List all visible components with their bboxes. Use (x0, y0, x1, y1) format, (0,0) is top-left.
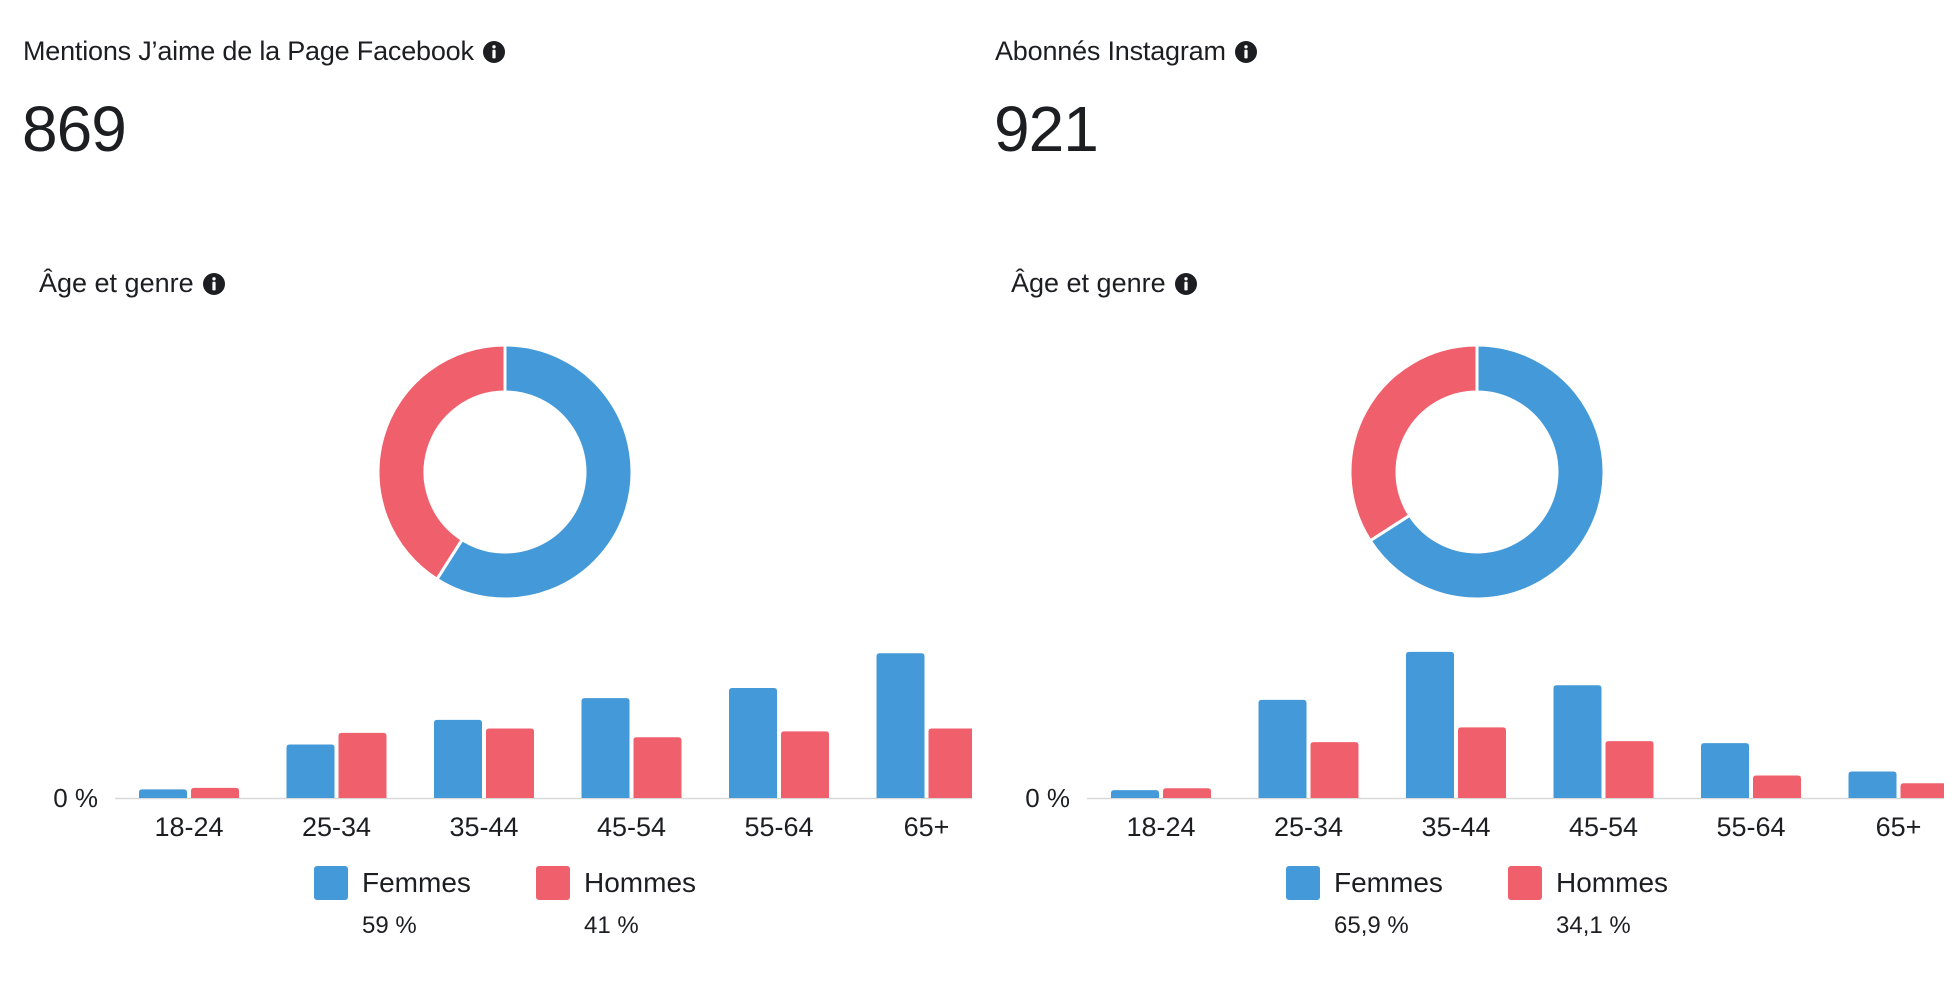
legend-pct-men: 34,1 % (1556, 912, 1631, 939)
y-tick-label: 0 % (53, 783, 98, 813)
bar-hommes-65+[interactable] (1900, 783, 1945, 798)
x-tick-label: 65+ (904, 812, 950, 842)
x-tick-label: 45-54 (597, 812, 666, 842)
bar-hommes-45-54[interactable] (1605, 741, 1654, 798)
bar-femmes-65+[interactable] (876, 653, 925, 798)
instagram-followers-value: 921 (994, 93, 1099, 165)
bar-femmes-55-64[interactable] (1701, 743, 1749, 798)
gender-donut-chart (1349, 344, 1605, 600)
chart-legend: Femmes 59 % Hommes 41 % (0, 866, 972, 966)
donut-slice-femmes[interactable] (1368, 344, 1605, 600)
legend-item-men[interactable]: Hommes 41 % (536, 866, 696, 940)
legend-label-women: Femmes (362, 867, 471, 898)
info-icon[interactable] (202, 272, 226, 296)
x-tick-label: 35-44 (449, 812, 518, 842)
bar-femmes-25-34[interactable] (286, 744, 335, 798)
info-icon[interactable] (1234, 40, 1258, 64)
x-tick-label: 45-54 (1569, 812, 1638, 842)
instagram-panel: Abonnés Instagram 921 Âge et genre 0 % 18… (972, 0, 1944, 994)
bar-hommes-65+[interactable] (928, 728, 973, 798)
bar-femmes-18-24[interactable] (139, 789, 187, 798)
bar-femmes-25-34[interactable] (1258, 699, 1307, 798)
legend-pct-men: 41 % (584, 912, 639, 939)
legend-pct-women: 65,9 % (1334, 912, 1409, 939)
instagram-followers-title: Abonnés Instagram (995, 36, 1226, 66)
legend-swatch-men (536, 866, 570, 900)
facebook-likes-title: Mentions J’aime de la Page Facebook (23, 36, 474, 66)
x-tick-label: 35-44 (1421, 812, 1490, 842)
bar-femmes-35-44[interactable] (1406, 651, 1454, 798)
bar-hommes-35-44[interactable] (1458, 727, 1506, 798)
age-gender-label: Âge et genre (39, 268, 194, 298)
bar-femmes-45-54[interactable] (581, 698, 630, 798)
bar-femmes-18-24[interactable] (1111, 790, 1159, 798)
x-tick-label: 25-34 (1274, 812, 1343, 842)
x-tick-label: 18-24 (154, 812, 223, 842)
age-bar-chart: 0 % 18-24 25-34 35-44 45-54 55-64 65+ (53, 653, 973, 842)
legend-pct-women: 59 % (362, 912, 417, 939)
bar-hommes-55-64[interactable] (781, 731, 829, 798)
legend-swatch-women (1286, 866, 1320, 900)
x-tick-label: 55-64 (1716, 812, 1785, 842)
bar-hommes-25-34[interactable] (338, 732, 387, 798)
x-tick-label: 25-34 (302, 812, 371, 842)
facebook-panel: Mentions J’aime de la Page Facebook 869 … (0, 0, 972, 994)
bar-hommes-35-44[interactable] (486, 728, 534, 798)
x-tick-label: 65+ (1876, 812, 1922, 842)
donut-slice-hommes[interactable] (1349, 344, 1479, 543)
bar-hommes-45-54[interactable] (633, 737, 682, 798)
legend-swatch-women (314, 866, 348, 900)
instagram-followers-header: Abonnés Instagram (995, 36, 1258, 67)
bar-femmes-65+[interactable] (1848, 771, 1897, 798)
legend-label-women: Femmes (1334, 867, 1443, 898)
info-icon[interactable] (482, 40, 506, 64)
bar-hommes-55-64[interactable] (1753, 775, 1801, 798)
chart-legend: Femmes 65,9 % Hommes 34,1 % (972, 866, 1944, 966)
bar-hommes-25-34[interactable] (1310, 742, 1359, 798)
y-tick-label: 0 % (1025, 783, 1070, 813)
legend-label-men: Hommes (584, 867, 697, 898)
legend-label-men: Hommes (1556, 867, 1669, 898)
facebook-likes-header: Mentions J’aime de la Page Facebook (23, 36, 506, 67)
legend-item-women[interactable]: Femmes 65,9 % (1286, 866, 1443, 940)
bar-femmes-45-54[interactable] (1553, 685, 1602, 798)
x-tick-label: 55-64 (744, 812, 813, 842)
info-icon[interactable] (1174, 272, 1198, 296)
age-gender-title: Âge et genre (1011, 268, 1198, 299)
donut-slice-femmes[interactable] (434, 344, 633, 600)
donut-slice-hommes[interactable] (377, 344, 507, 582)
age-gender-label: Âge et genre (1011, 268, 1166, 298)
gender-donut-chart (377, 344, 633, 600)
legend-item-men[interactable]: Hommes 34,1 % (1508, 866, 1668, 940)
legend-swatch-men (1508, 866, 1542, 900)
age-bar-chart: 0 % 18-24 25-34 35-44 45-54 55-64 65+ (1025, 651, 1945, 842)
facebook-likes-value: 869 (22, 93, 127, 165)
bar-hommes-18-24[interactable] (191, 787, 239, 798)
legend-item-women[interactable]: Femmes 59 % (314, 866, 471, 940)
age-gender-title: Âge et genre (39, 268, 226, 299)
bar-femmes-55-64[interactable] (729, 687, 777, 798)
x-tick-label: 18-24 (1126, 812, 1195, 842)
bar-hommes-18-24[interactable] (1163, 788, 1211, 798)
bar-femmes-35-44[interactable] (434, 719, 482, 798)
